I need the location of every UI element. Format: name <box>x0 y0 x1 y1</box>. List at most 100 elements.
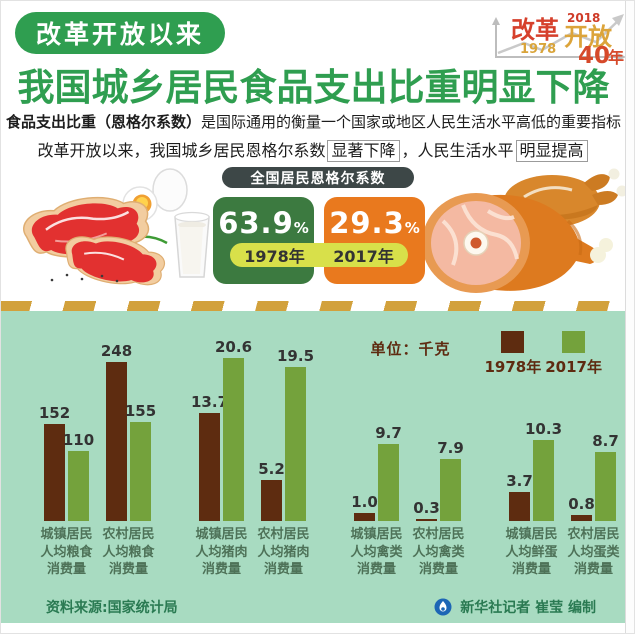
page-title: 我国城乡居民食品支出比重明显下降 <box>17 66 610 109</box>
bar-value-label: 7.9 <box>437 439 464 457</box>
credit-label: 新华社记者 崔莹 编制 <box>460 600 596 616</box>
engel-1978-value: 63.9% <box>218 206 309 240</box>
svg-text:年: 年 <box>608 48 624 67</box>
legend-swatch <box>562 331 586 353</box>
bar-2017: 8.7 <box>592 432 619 521</box>
bar-value-label: 155 <box>124 402 157 420</box>
bar-group: 0.8 8.7 农村居民 人均蛋类 消费量 <box>567 351 619 579</box>
svg-text:改革: 改革 <box>511 16 559 44</box>
intro-line-2-pre: 改革开放以来，我国城乡居民恩格尔系数 <box>37 141 326 160</box>
bar-group-label: 城镇居民 人均禽类 消费量 <box>350 527 403 578</box>
bar-value-label: 152 <box>38 404 71 422</box>
legend-swatch <box>501 331 525 353</box>
bar-2017: 9.7 <box>375 424 402 521</box>
bar-group: 248 155 农村居民 人均粮食 消费量 <box>101 342 156 579</box>
bar-group: 0.3 7.9 农村居民 人均禽类 消费量 <box>412 351 464 579</box>
header-badge-label: 改革开放以来 <box>35 20 204 49</box>
bar-1978: 5.2 <box>258 460 285 521</box>
chart-footer: 资料来源:国家统计局 新华社记者 崔莹 编制 <box>46 597 596 617</box>
engel-panel-title-label: 全国居民恩格尔系数 <box>250 170 386 187</box>
xinhua-logo-icon <box>434 598 452 616</box>
highlight-box-improve: 明显提高 <box>515 140 588 162</box>
bar-1978: 0.8 <box>568 495 595 521</box>
bar-1978: 248 <box>101 342 132 521</box>
bar-group-label: 城镇居民 人均粮食 消费量 <box>40 527 93 578</box>
header-badge: 改革开放以来 <box>15 12 225 54</box>
intro-line-1-rest: 是国际通用的衡量一个国家或地区人民生活水平高低的重要指标 <box>201 113 622 131</box>
bar-value-label: 13.7 <box>190 393 229 411</box>
bar-2017: 20.6 <box>215 338 252 521</box>
bar-1978: 152 <box>39 404 70 521</box>
consumption-bar-chart: 单位：千克 1978年 2017年 152 110 城镇居民 人均粮食 消费量 248 155… <box>1 311 628 623</box>
svg-text:40: 40 <box>578 43 610 67</box>
bar-value-label: 19.5 <box>276 347 315 365</box>
reform-40-years-logo-icon: 改革 2018 开放 1978 40 年 <box>484 5 631 69</box>
engel-year-1978: 1978年 <box>244 247 305 266</box>
bar-value-label: 5.2 <box>258 460 285 478</box>
legend-year-label: 2017年 <box>545 358 602 376</box>
bar-cluster: 1.0 9.7 城镇居民 人均禽类 消费量 0.3 7.9 农村居民 人均禽类 消费量 <box>350 351 464 579</box>
bar-group: 152 110 城镇居民 人均粮食 消费量 <box>39 351 94 579</box>
bar-cluster: 13.7 20.6 城镇居民 人均猪肉 消费量 5.2 19.5 农村居民 人均猪肉 消费量 <box>191 338 314 579</box>
engel-year-pill: 1978年 2017年 <box>230 243 408 267</box>
bar-value-label: 9.7 <box>375 424 402 442</box>
ham-icon <box>422 193 613 293</box>
bar-group-label: 农村居民 人均猪肉 消费量 <box>257 527 310 578</box>
legend-item: 1978年 <box>484 331 542 377</box>
bar-1978: 0.3 <box>413 499 440 521</box>
bar-value-label: 10.3 <box>524 420 563 438</box>
svg-text:1978: 1978 <box>520 42 556 57</box>
data-source-label: 资料来源:国家统计局 <box>46 600 178 616</box>
bar-2017: 7.9 <box>437 439 464 521</box>
bar-group: 5.2 19.5 农村居民 人均猪肉 消费量 <box>257 347 314 579</box>
bar-value-label: 110 <box>62 431 95 449</box>
bar-value-label: 0.3 <box>413 499 440 517</box>
svg-text:2018: 2018 <box>567 11 600 25</box>
bar-value-label: 20.6 <box>214 338 253 356</box>
legend-items: 1978年 2017年 <box>481 331 602 377</box>
bar-group-label: 农村居民 人均禽类 消费量 <box>412 527 465 578</box>
credit-block: 新华社记者 崔莹 编制 <box>434 597 596 617</box>
milk-glass-icon <box>174 211 210 278</box>
engel-panel-title: 全国居民恩格尔系数 <box>222 167 414 188</box>
legend-year-label: 1978年 <box>484 358 542 376</box>
bar-group: 3.7 10.3 城镇居民 人均鲜蛋 消费量 <box>505 351 562 579</box>
food-illustration-left <box>7 157 219 297</box>
bar-cluster: 3.7 10.3 城镇居民 人均鲜蛋 消费量 0.8 8.7 农村居民 人均蛋类 消费量 <box>505 351 619 579</box>
bar-group-label: 农村居民 人均蛋类 消费量 <box>567 527 620 578</box>
bar-2017: 10.3 <box>525 420 562 521</box>
engel-2017-box: 29.3% <box>324 197 425 284</box>
legend-item: 2017年 <box>545 331 602 377</box>
bar-value-label: 3.7 <box>506 472 533 490</box>
intro-line-1: 食品支出比重（恩格尔系数）是国际通用的衡量一个国家或地区人民生活水平高低的重要指… <box>1 111 626 132</box>
highlight-box-decline: 显著下降 <box>327 140 400 162</box>
bar-2017: 19.5 <box>277 347 314 521</box>
bar-value-label: 8.7 <box>592 432 619 450</box>
bar-value-label: 0.8 <box>568 495 595 513</box>
bar-1978: 13.7 <box>191 393 228 521</box>
bar-group-label: 城镇居民 人均猪肉 消费量 <box>195 527 248 578</box>
bar-2017: 110 <box>63 431 94 521</box>
engel-year-2017: 2017年 <box>333 247 394 266</box>
bar-value-label: 1.0 <box>351 493 378 511</box>
bar-group-label: 农村居民 人均粮食 消费量 <box>102 527 155 578</box>
chart-legend: 单位：千克 1978年 2017年 <box>370 331 602 377</box>
decorative-dashed-stripe <box>1 301 628 311</box>
bar-cluster: 152 110 城镇居民 人均粮食 消费量 248 155 农村居民 人均粮食 消费量 <box>39 342 156 579</box>
page-margin-strip <box>625 1 634 633</box>
bar-2017: 155 <box>125 402 156 521</box>
bar-1978: 1.0 <box>351 493 378 521</box>
engel-2017-value: 29.3% <box>329 206 420 240</box>
bar-value-label: 248 <box>100 342 133 360</box>
intro-line-2: 改革开放以来，我国城乡居民恩格尔系数 显著下降 ，人民生活水平 明显提高 <box>1 137 626 162</box>
bar-groups-row: 152 110 城镇居民 人均粮食 消费量 248 155 农村居民 人均粮食 消费量 13.7 20… <box>39 338 620 579</box>
food-illustration-right <box>416 157 631 299</box>
bar-group-label: 城镇居民 人均鲜蛋 消费量 <box>505 527 558 578</box>
intro-line-1-bold: 食品支出比重（恩格尔系数） <box>5 113 201 131</box>
unit-label: 单位：千克 <box>370 340 451 358</box>
intro-line-2-mid: ，人民生活水平 <box>401 141 514 160</box>
bar-1978: 3.7 <box>506 472 533 521</box>
bar-group: 1.0 9.7 城镇居民 人均禽类 消费量 <box>350 351 402 579</box>
svg-text:开放: 开放 <box>564 23 613 51</box>
